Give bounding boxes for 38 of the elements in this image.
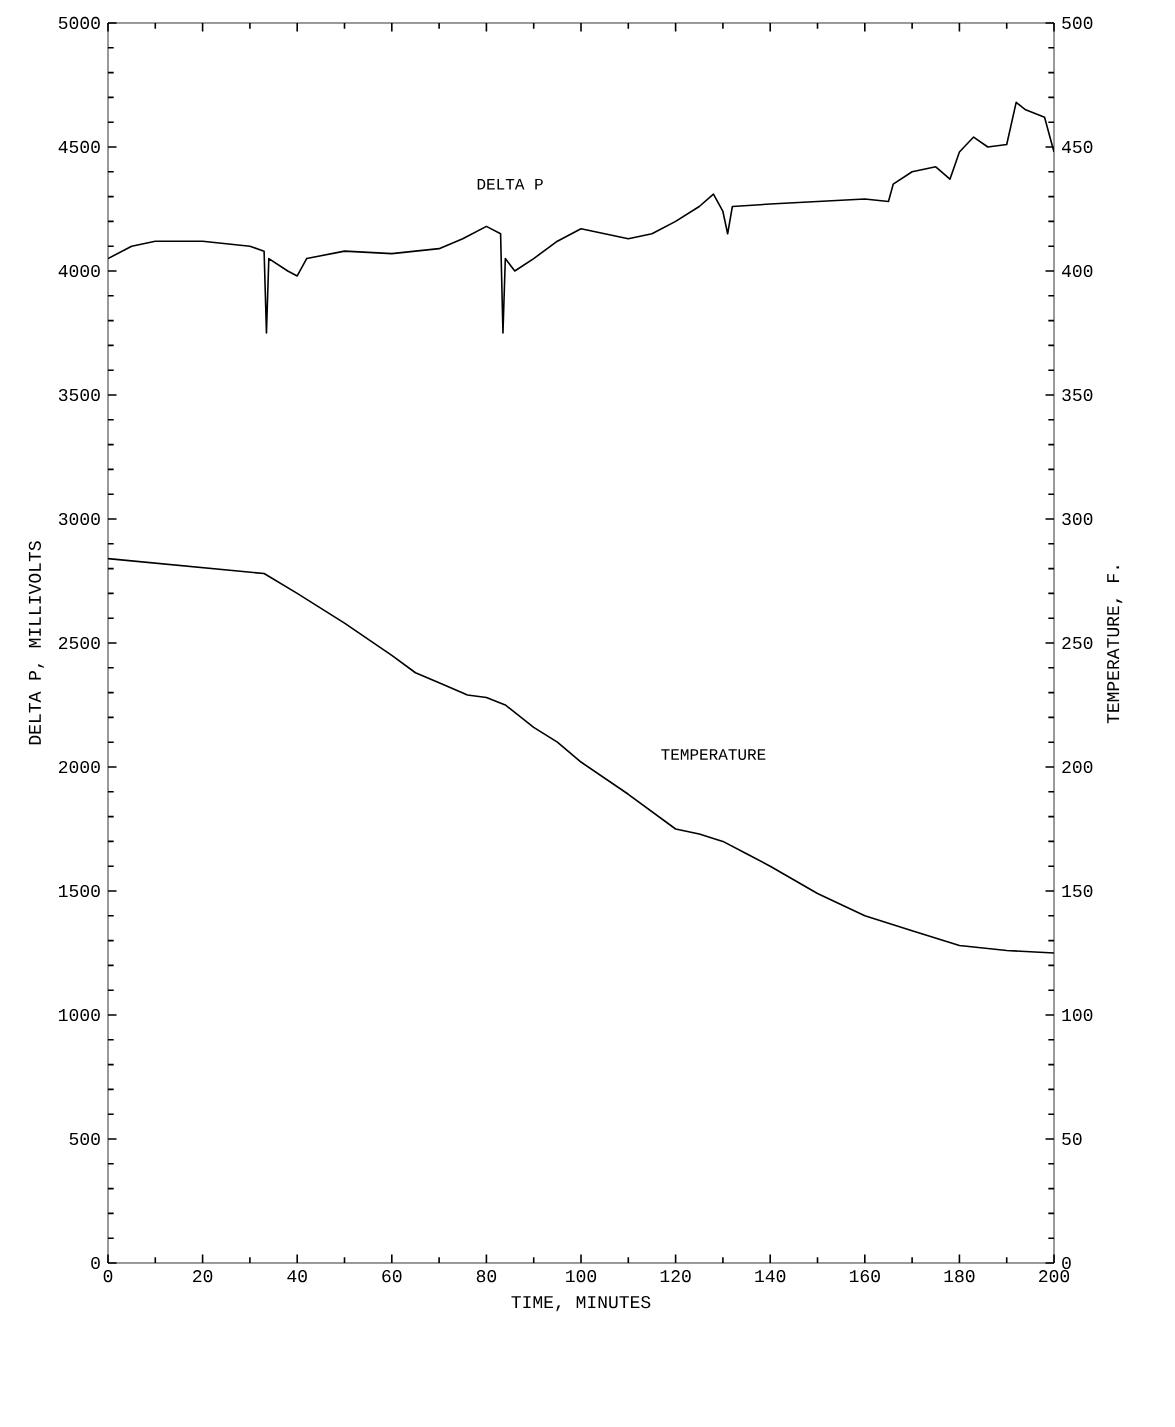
y2-tick-label: 400 [1061,264,1093,278]
y2-tick-label: 300 [1062,512,1093,526]
y-tick-label: 3000 [58,512,100,526]
x-tick-label: 40 [287,1270,307,1283]
y-tick-label: 0 [91,1256,100,1270]
x-axis-title: TIME, MINUTES [511,1296,651,1312]
y-tick-label: 500 [69,1132,100,1146]
y-axis-title: DELTA P, MILLIVOLTS [28,541,44,745]
x-tick-label: 100 [566,1270,597,1283]
y2-tick-label: 250 [1062,636,1093,650]
text: TEMPERATURE [661,749,766,760]
x-tick-label: 200 [1039,1270,1070,1283]
y2-axis-title: TEMPERATURE, F. [1107,566,1123,724]
y2-tick-label: 350 [1062,388,1093,402]
y-tick-label: 1500 [59,884,100,898]
x-tick-label: 20 [193,1270,213,1283]
x-tick-label: 140 [755,1270,786,1283]
x-tick-label: 160 [849,1270,880,1283]
y-tick-label: 1000 [59,1008,100,1022]
y2-tick-label: 50 [1062,1132,1082,1146]
y-tick-label: 5000 [58,16,100,30]
x-tick-label: 80 [476,1270,497,1283]
x-tick-label: 120 [660,1270,691,1283]
x-tick-label: 60 [382,1270,402,1283]
y-tick-label: 2000 [58,760,100,774]
y-tick-label: 2500 [58,636,100,650]
y-tick-label: 4000 [58,264,100,278]
x-tick-label: 180 [944,1270,975,1283]
y2-tick-label: 500 [1062,16,1093,30]
y-tick-label: 4500 [58,140,100,154]
y2-tick-label: 450 [1061,140,1093,154]
y2-tick-label: 200 [1062,760,1093,774]
y2-tick-label: 0 [1062,1256,1071,1270]
x-tick-label: 0 [103,1270,113,1283]
y2-tick-label: 100 [1062,1008,1093,1022]
text: DELTA P [477,178,543,190]
y2-tick-label: 150 [1062,884,1093,898]
y-tick-label: 3500 [58,388,100,402]
